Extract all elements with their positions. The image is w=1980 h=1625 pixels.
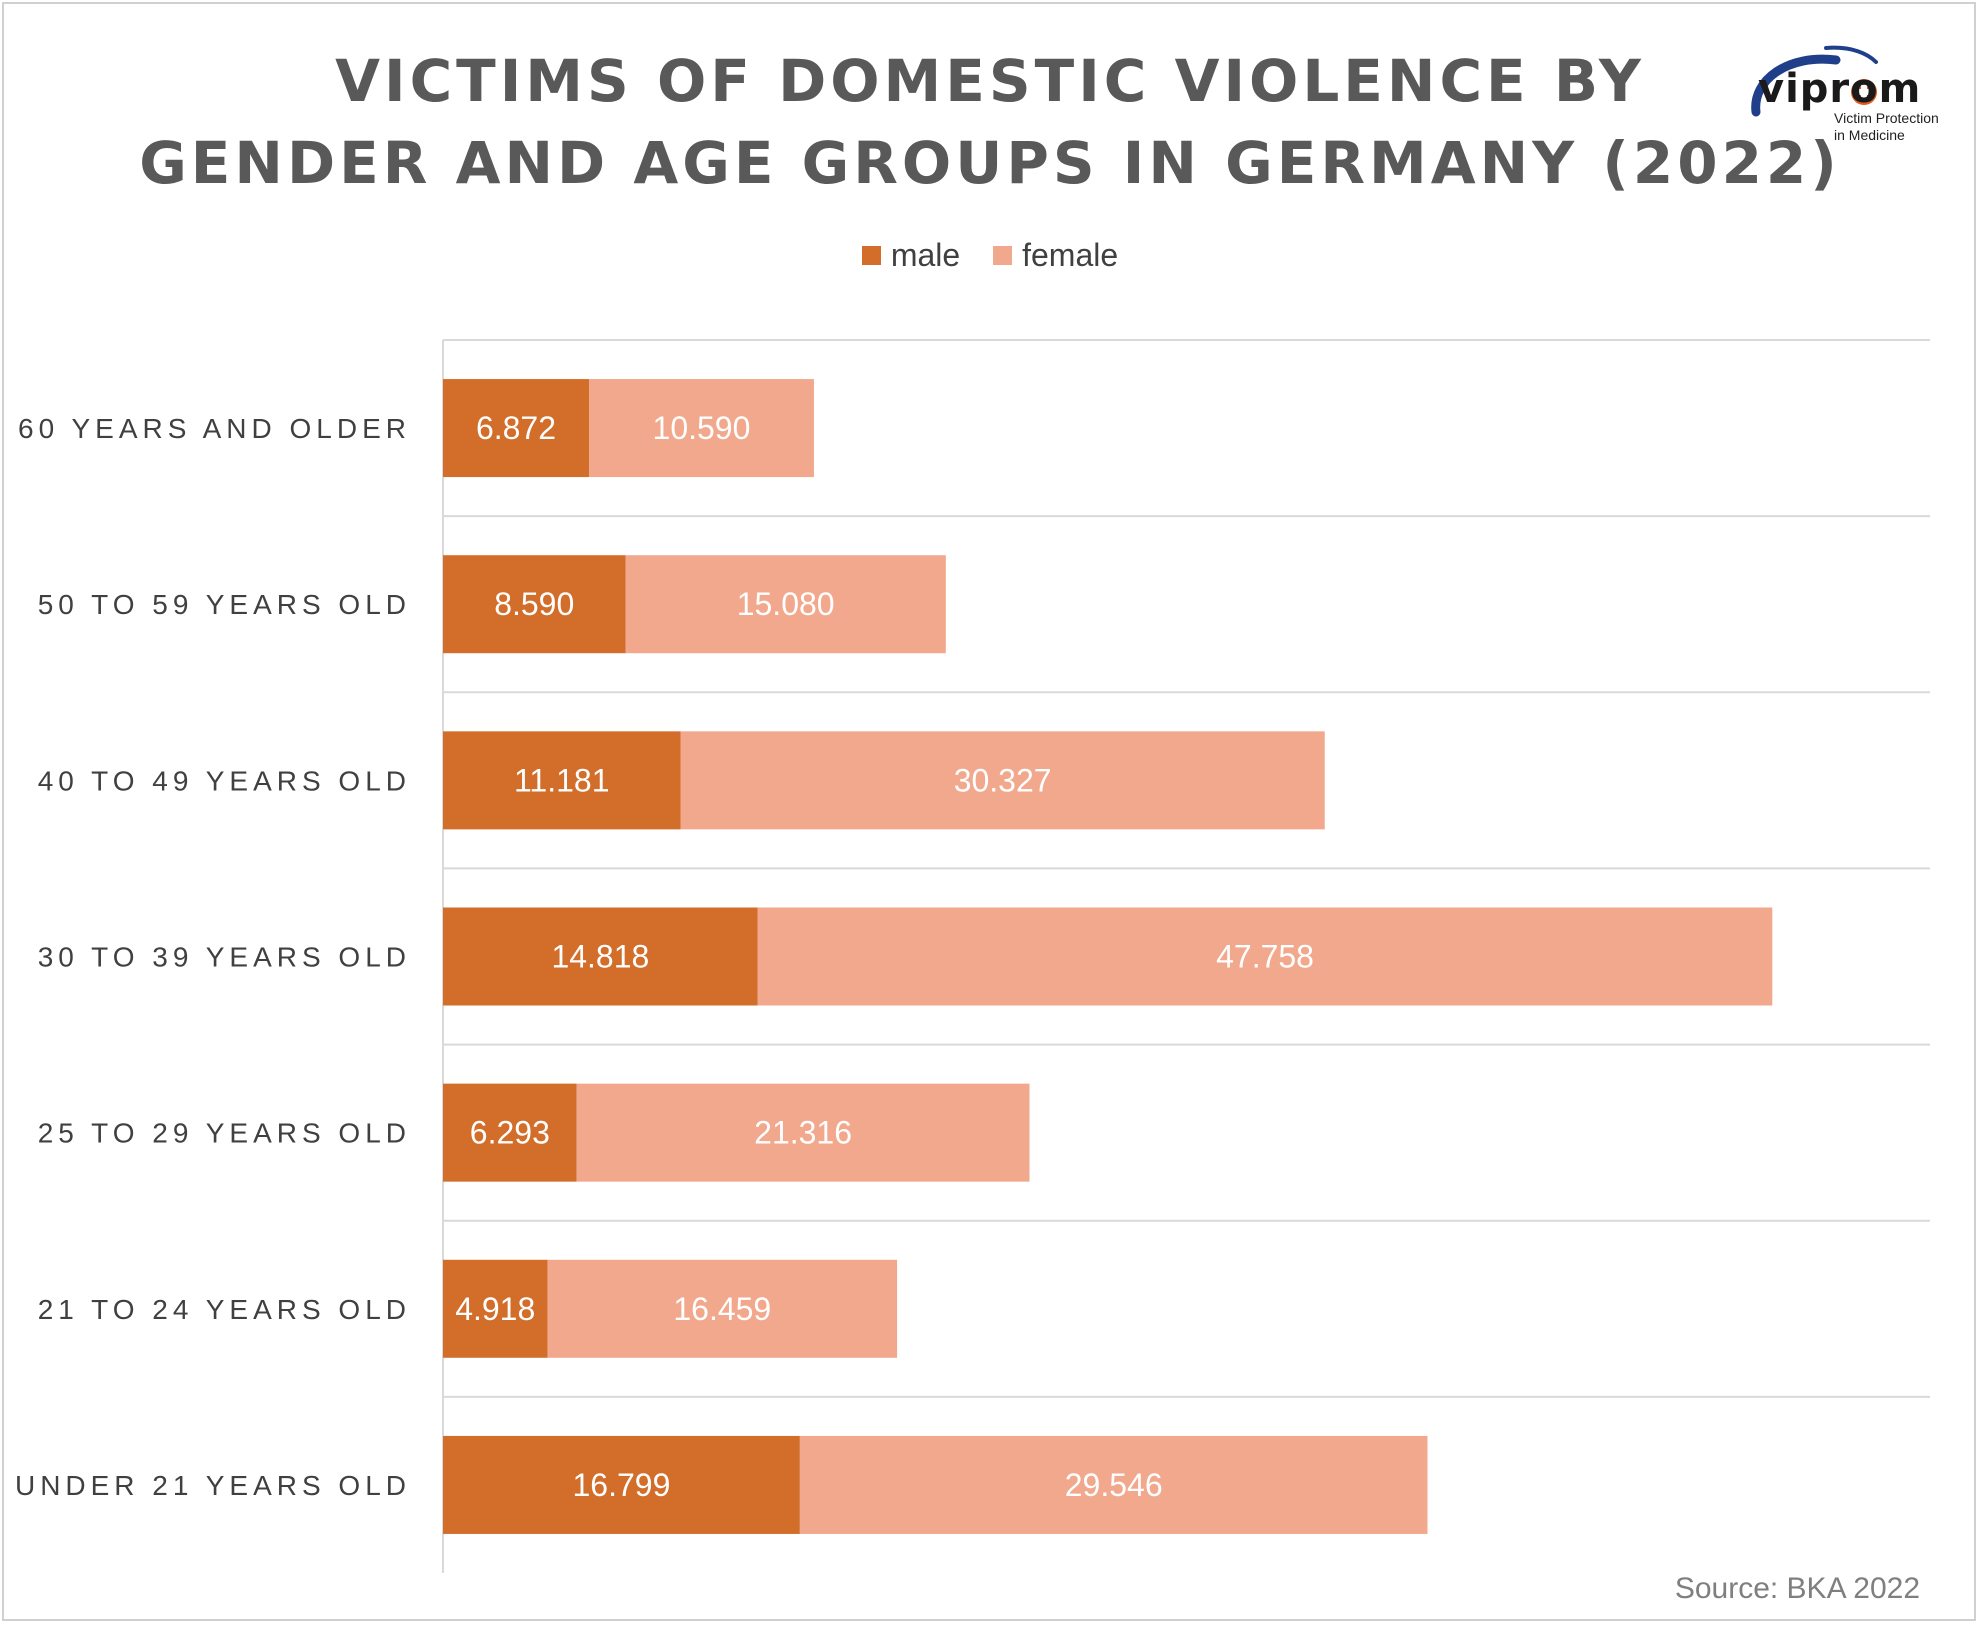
source-note: Source: BKA 2022 [1674,1572,1920,1605]
chart-title: VICTIMS OF DOMESTIC VIOLENCE BY GENDER A… [0,40,1980,204]
logo-wordmark: viprom [1758,66,1922,112]
logo-subtitle-line-2: in Medicine [1834,127,1905,143]
chart-title-line-2: GENDER AND AGE GROUPS IN GERMANY (2022) [139,129,1841,197]
chart-title-line-1: VICTIMS OF DOMESTIC VIOLENCE BY [335,47,1645,115]
logo-subtitle-line-1: Victim Protection [1834,110,1939,126]
legend-item-female: female [993,237,1118,274]
legend-label-female: female [1022,237,1119,273]
legend-item-male: male [861,237,961,274]
viprom-logo: viprom Victim Protection in Medicine [1728,40,1958,150]
logo-arc-icon [1751,45,1878,117]
chart-legend: male female [0,236,1980,274]
logo-plus-bar-v [1861,85,1867,99]
legend-swatch-female [993,246,1013,265]
logo-subtitle: Victim Protection in Medicine [1834,110,1939,144]
legend-label-male: male [890,237,961,273]
legend-swatch-male [861,246,881,265]
